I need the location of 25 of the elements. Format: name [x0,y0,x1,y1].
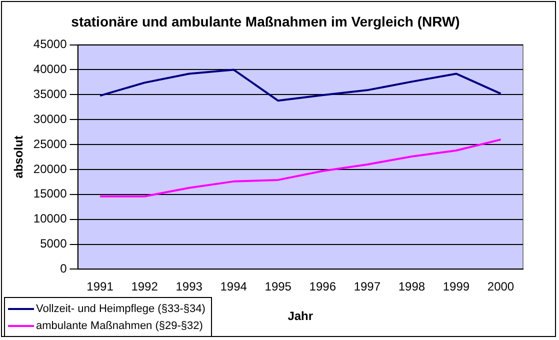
y-axis-title: absolut [12,136,26,178]
legend-label: ambulante Maßnahmen (§29-§32) [36,320,203,332]
x-tick-label: 1994 [220,280,248,294]
y-tick-label: 0 [60,262,68,276]
y-tick-label: 40000 [33,62,68,76]
x-tick-label: 2000 [487,280,514,294]
y-tick-label: 45000 [33,37,68,52]
x-tick-label: 1993 [176,280,203,294]
x-tick-label: 1991 [86,280,114,294]
y-tick-label: 20000 [33,162,68,176]
y-tick-label: 35000 [33,86,68,101]
x-axis-title: Jahr [288,309,314,324]
x-tick-label: 1992 [131,280,158,294]
x-tick-label: 1997 [354,280,381,294]
y-tick-label: 10000 [33,212,68,226]
x-tick-label: 1996 [309,280,336,294]
y-tick-label: 25000 [33,136,68,151]
x-tick-label: 1998 [398,280,426,294]
y-tick-label: 15000 [33,186,68,201]
y-tick-label: 5000 [40,236,68,251]
x-tick-label: 1995 [264,280,292,294]
chart-title: stationäre und ambulante Maßnahmen im Vergleich (NRW) [71,13,460,30]
x-tick-label: 1999 [442,280,470,294]
legend-label: Vollzeit- und Heimpflege (§33-§34) [36,302,206,314]
y-tick-label: 30000 [33,112,68,126]
